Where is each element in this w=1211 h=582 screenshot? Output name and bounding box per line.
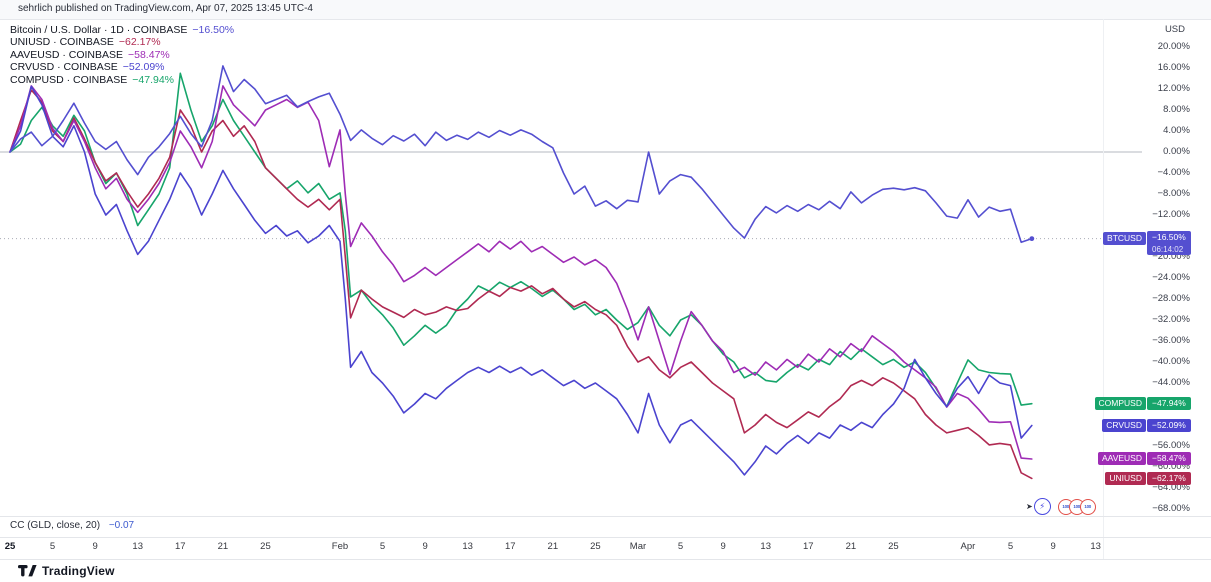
price-label-uniusd[interactable]: UNIUSD (1105, 471, 1146, 485)
price-label-aaveusd[interactable]: AAVEUSD (1098, 452, 1146, 466)
time-axis-label: 5 (677, 541, 684, 552)
lightning-boost-icon[interactable]: ⚡ (1033, 498, 1051, 515)
time-axis-label: 5 (379, 541, 386, 552)
indicator-label: CC (GLD, close, 20) (10, 520, 101, 531)
time-axis-label: 17 (504, 541, 516, 552)
legend-change-value: −58.47% (128, 48, 170, 61)
price-scale-tick: −68.00% (1152, 503, 1190, 514)
time-axis-label: 21 (547, 541, 559, 552)
time-axis-label: 13 (760, 541, 772, 552)
time-axis-label: 13 (1090, 541, 1101, 552)
cursor-arrow-icon: ➤ (1026, 502, 1033, 511)
time-axis-label: Mar (629, 541, 647, 552)
time-axis-label: 25 (590, 541, 601, 552)
time-axis-label: 25 (4, 541, 16, 552)
time-axis-label: Feb (331, 541, 349, 552)
price-scale-tick: −24.00% (1152, 272, 1190, 283)
last-price-dot (1029, 236, 1035, 242)
legend-symbol-title: COMPUSD · COINBASE (10, 73, 128, 86)
price-label-compusd[interactable]: COMPUSD (1094, 397, 1146, 411)
legend-row-2[interactable]: AAVEUSD · COINBASE −58.47% (10, 49, 234, 61)
legend-change-value: −16.50% (192, 24, 235, 36)
published-info-text: sehrlich published on TradingView.com, A… (18, 3, 313, 14)
price-scale-tick: 4.00% (1163, 125, 1190, 136)
time-axis-label: 5 (49, 541, 56, 552)
hundred-emoji-icon[interactable]: 100 (1079, 498, 1096, 515)
time-axis-label: 13 (132, 541, 144, 552)
price-value-compusd[interactable]: −47.94% (1147, 397, 1191, 411)
legend-row-4[interactable]: COMPUSD · COINBASE −47.94% (10, 74, 234, 86)
price-scale-tick: 8.00% (1163, 104, 1190, 115)
price-scale-tick: −64.00% (1152, 482, 1190, 493)
legend-symbol-title: CRVUSD · COINBASE (10, 61, 118, 74)
price-scale-tick: −32.00% (1152, 314, 1190, 325)
price-scale-tick: 12.00% (1157, 83, 1190, 94)
price-scale-tick: −60.00% (1152, 461, 1190, 472)
price-scale-tick: −4.00% (1157, 167, 1191, 178)
series-line-crvusd[interactable] (9, 85, 1033, 476)
time-axis-label: 25 (888, 541, 899, 552)
price-scale-tick: 20.00% (1157, 41, 1190, 52)
price-scale-tick: −8.00% (1157, 188, 1191, 199)
price-scale-tick: −40.00% (1152, 356, 1190, 367)
price-scale-tick: −20.00% (1152, 251, 1190, 262)
time-axis-label: 5 (1007, 541, 1014, 552)
series-line-btcusd[interactable] (9, 65, 1033, 244)
series-line-uniusd[interactable] (9, 89, 1033, 480)
legend-change-value: −52.09% (122, 61, 165, 74)
bar-countdown: 06:14:02 (1152, 244, 1184, 254)
price-value-uniusd[interactable]: −62.17% (1147, 471, 1191, 485)
price-label-crvusd[interactable]: CRVUSD (1102, 418, 1146, 432)
time-axis-label: 9 (92, 541, 98, 552)
price-scale-tick: −36.00% (1152, 335, 1190, 346)
indicator-value: −0.07 (108, 520, 135, 531)
pane-divider[interactable] (0, 516, 1211, 517)
price-label-btcusd[interactable]: BTCUSD (1103, 232, 1146, 246)
tradingview-logo-icon (18, 565, 37, 577)
price-value-aaveusd[interactable]: −58.47% (1147, 452, 1191, 466)
series-line-aaveusd[interactable] (9, 85, 1033, 460)
published-strip (0, 0, 1211, 20)
time-axis-label: 17 (175, 541, 186, 552)
legend-change-value: −62.17% (118, 36, 161, 49)
symbol-legend: Bitcoin / U.S. Dollar · 1D · COINBASE −16… (10, 24, 234, 86)
time-axis-label: 25 (260, 541, 271, 552)
time-axis-label: 17 (803, 541, 814, 552)
time-axis-label: 21 (845, 541, 857, 552)
time-axis-top-border (0, 537, 1211, 538)
time-axis-bottom-border (0, 559, 1211, 560)
time-axis-label: 9 (422, 541, 428, 552)
time-axis-label: 21 (217, 541, 229, 552)
time-axis-label: 9 (720, 541, 726, 552)
price-scale-tick: −56.00% (1152, 440, 1190, 451)
price-scale-tick: 0.00% (1163, 146, 1190, 157)
price-scale-currency-label: USD (1164, 24, 1185, 35)
price-scale-tick: 16.00% (1157, 62, 1190, 73)
price-value-btcusd[interactable]: −16.50% 06:14:02 (1147, 230, 1191, 255)
footer-bar: TradingView (0, 560, 1211, 582)
time-axis-label: Apr (960, 541, 976, 552)
legend-row-0[interactable]: Bitcoin / U.S. Dollar · 1D · COINBASE −16… (10, 24, 234, 36)
indicator-legend[interactable]: CC (GLD, close, 20) −0.07 (10, 520, 134, 531)
time-axis-label: 9 (1050, 541, 1056, 552)
price-scale-border (1103, 19, 1104, 559)
tradingview-logo-text: TradingView (42, 564, 115, 578)
price-value-crvusd[interactable]: −52.09% (1147, 418, 1191, 432)
legend-row-3[interactable]: CRVUSD · COINBASE −52.09% (10, 61, 234, 73)
legend-row-1[interactable]: UNIUSD · COINBASE −62.17% (10, 36, 234, 48)
reaction-icons: ➤ ⚡ 100 100 100 (1026, 498, 1096, 515)
legend-symbol-title: AAVEUSD · COINBASE (10, 48, 123, 61)
series-line-compusd[interactable] (9, 72, 1033, 408)
legend-symbol-title: UNIUSD · COINBASE (10, 36, 114, 49)
time-axis-label: 13 (462, 541, 473, 552)
legend-symbol-title: Bitcoin / U.S. Dollar · 1D · COINBASE (10, 24, 188, 36)
price-scale-tick: −28.00% (1152, 293, 1190, 304)
reaction-emoji-group[interactable]: 100 100 100 (1057, 498, 1096, 515)
tradingview-logo[interactable]: TradingView (18, 564, 115, 578)
price-scale-tick: −12.00% (1152, 209, 1190, 220)
price-scale-tick: −44.00% (1152, 377, 1190, 388)
legend-change-value: −47.94% (132, 73, 175, 86)
